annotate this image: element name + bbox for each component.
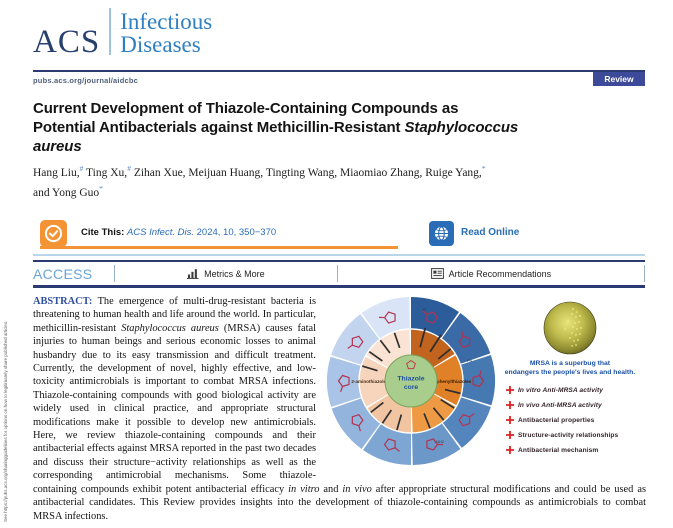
acs-logo: ACS bbox=[33, 24, 101, 60]
red-cross-icon bbox=[506, 431, 514, 439]
list-item: Antibacterial properties bbox=[506, 416, 640, 424]
title-line-1: Current Development of Thiazole-Containi… bbox=[33, 100, 459, 117]
abstract-paragraph: ABSTRACT: The emergence of multi-drug-re… bbox=[33, 295, 646, 523]
title-line-2: Potential Antibacterials against Methici… bbox=[33, 119, 519, 136]
center-label-line2: core bbox=[404, 384, 419, 391]
journal-name-line1: Infectious bbox=[120, 9, 213, 34]
mrsa-headline: MRSA is a superbug that endangers the pe… bbox=[505, 360, 635, 377]
header-rule bbox=[33, 70, 645, 72]
abstract-section: R Ph NH2 bbox=[33, 295, 646, 528]
substituent-label-r: R bbox=[423, 307, 426, 312]
list-item: In vivo Anti-MRSA activity bbox=[506, 401, 640, 409]
cite-divider bbox=[33, 254, 645, 256]
globe-icon[interactable] bbox=[429, 221, 454, 246]
cite-underline bbox=[40, 246, 398, 249]
mrsa-culture-image bbox=[543, 301, 597, 355]
ring-label-2-aminothiazoles: 2-aminothiazoles bbox=[351, 379, 389, 384]
list-item: Structure-activity relationships bbox=[506, 431, 640, 439]
red-cross-icon bbox=[506, 446, 514, 454]
center-label-line1: Thiazole bbox=[397, 376, 424, 383]
access-link[interactable]: ACCESS bbox=[33, 265, 115, 282]
metrics-label: Metrics & More bbox=[204, 268, 265, 279]
logo-divider bbox=[109, 8, 112, 55]
recommendations-link[interactable]: Article Recommendations bbox=[338, 265, 645, 282]
list-item: In vitro Anti-MRSA activity bbox=[506, 386, 640, 394]
keywords-paragraph: KEYWORDS: Thiazole, Multi-drug-resistant… bbox=[33, 523, 646, 528]
cite-check-icon bbox=[40, 220, 67, 247]
authors-line-1: Hang Liu,# Ting Xu,# Zihan Xue, Meijuan … bbox=[33, 164, 486, 179]
bar-chart-icon bbox=[187, 269, 199, 279]
article-title: Current Development of Thiazole-Containi… bbox=[33, 99, 649, 156]
graphical-abstract: R Ph NH2 bbox=[326, 295, 646, 468]
ring-label-4-phenylthiazoles: 4-phenylthiazoles bbox=[433, 379, 472, 384]
mrsa-headline-line1: MRSA is a superbug that bbox=[529, 360, 611, 367]
substituent-label-nh2: NH2 bbox=[436, 439, 445, 444]
red-cross-icon bbox=[506, 401, 514, 409]
thiazole-core-circle bbox=[384, 354, 438, 408]
substituent-label-ph: Ph bbox=[467, 358, 472, 363]
red-cross-icon bbox=[506, 386, 514, 394]
list-item: Antibacterial mechanism bbox=[506, 446, 640, 454]
article-recommendations-icon bbox=[430, 268, 444, 279]
article-type-badge: Review bbox=[593, 72, 645, 86]
journal-url-link[interactable]: pubs.acs.org/journal/aidcbc bbox=[33, 76, 139, 85]
cite-this-label: Cite This: bbox=[81, 227, 127, 238]
mrsa-bullet-list: In vitro Anti-MRSA activity In vivo Anti… bbox=[500, 386, 640, 461]
red-cross-icon bbox=[506, 416, 514, 424]
cite-bar: Cite This: ACS Infect. Dis. 2024, 10, 35… bbox=[40, 220, 645, 249]
journal-name-line2: Diseases bbox=[120, 32, 201, 57]
journal-name: Infectious Diseases bbox=[120, 10, 212, 57]
abstract-label: ABSTRACT: bbox=[33, 296, 98, 307]
read-online-button[interactable]: Read Online bbox=[461, 227, 520, 238]
recommendations-label: Article Recommendations bbox=[448, 268, 552, 279]
title-line-3: aureus bbox=[33, 138, 82, 155]
mrsa-headline-line2: endangers the people's lives and health. bbox=[504, 368, 636, 376]
thiazole-wheel-diagram: R Ph NH2 bbox=[326, 296, 496, 466]
graphical-abstract-panel: MRSA is a superbug that endangers the pe… bbox=[496, 295, 642, 468]
access-bar: ACCESS Metrics & More Article Recommenda… bbox=[33, 260, 645, 288]
author-list: Hang Liu,# Ting Xu,# Zihan Xue, Meijuan … bbox=[33, 161, 645, 201]
download-disclaimer: See https://pubs.acs.org/sharingguidelin… bbox=[3, 320, 8, 522]
metrics-link[interactable]: Metrics & More bbox=[115, 265, 338, 282]
abstract-body: The emergence of multi-drug-resistant ba… bbox=[33, 296, 646, 522]
cite-this-text[interactable]: Cite This: ACS Infect. Dis. 2024, 10, 35… bbox=[81, 227, 276, 238]
journal-masthead: ACS Infectious Diseases bbox=[33, 8, 212, 60]
authors-line-2: and Yong Guo* bbox=[33, 183, 103, 199]
citation-text[interactable]: ACS Infect. Dis. 2024, 10, 350−370 bbox=[126, 227, 277, 238]
